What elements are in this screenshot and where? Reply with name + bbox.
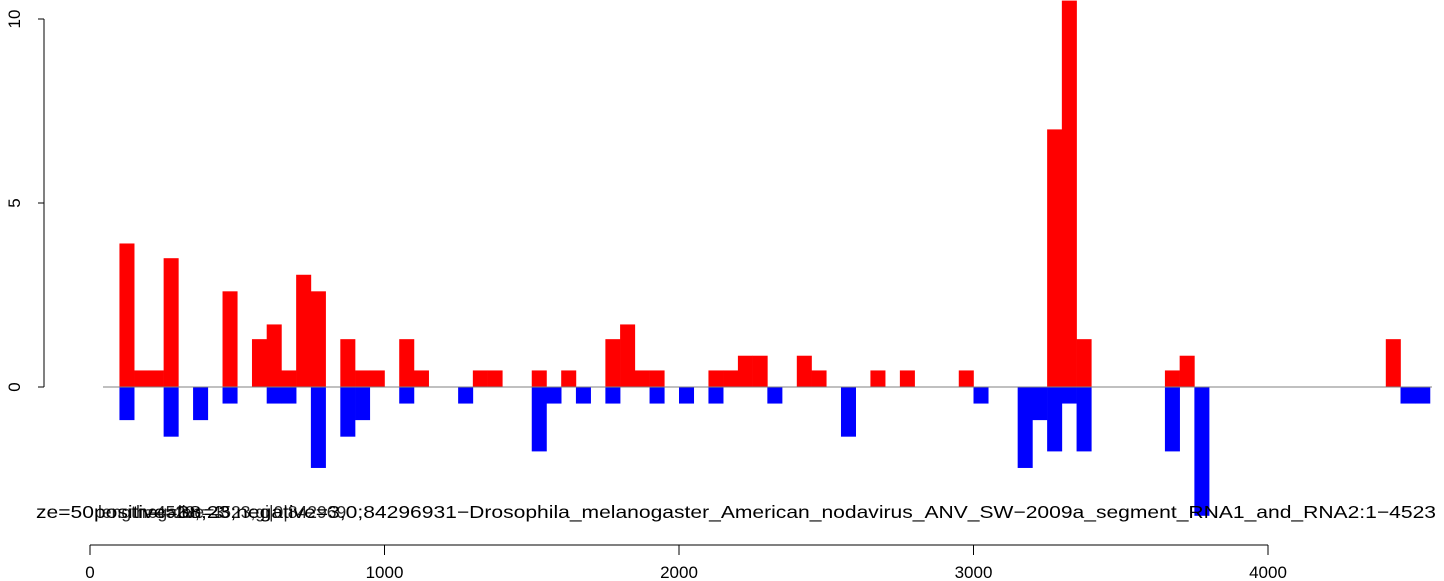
positive-bar — [649, 370, 665, 387]
negative-bar — [679, 387, 695, 404]
x-tick-label: 3000 — [955, 563, 993, 581]
y-tick-label: 10 — [5, 10, 24, 29]
negative-bar — [1415, 387, 1431, 404]
negative-bar — [767, 387, 783, 404]
negative-bar — [1194, 387, 1210, 516]
positive-bar — [1076, 339, 1092, 387]
y-tick-label: 5 — [5, 198, 24, 207]
positive-bars — [119, 0, 1401, 387]
negative-bar — [1047, 387, 1063, 452]
positive-bar — [1047, 129, 1063, 387]
positive-bar — [634, 370, 650, 387]
x-tick-label: 2000 — [660, 563, 698, 581]
positive-bar — [708, 370, 724, 387]
annotation-label: ze=50positive=38,23;negative=3,0;8429693… — [36, 502, 1436, 523]
positive-bar — [737, 355, 753, 387]
negative-bar — [708, 387, 724, 404]
negative-bar — [458, 387, 474, 404]
positive-bar — [752, 355, 768, 387]
negative-bar — [355, 387, 371, 421]
negative-bar — [1164, 387, 1180, 452]
positive-bar — [281, 370, 297, 387]
negative-bar — [193, 387, 209, 421]
negative-bars — [119, 387, 1431, 516]
positive-bar — [310, 291, 326, 387]
annotation-fragment: len=4523;gi|0|842969 — [178, 502, 346, 522]
positive-bar — [148, 370, 164, 387]
negative-bar — [163, 387, 179, 437]
negative-bar — [973, 387, 989, 404]
positive-bar — [487, 370, 503, 387]
positive-bar — [811, 370, 827, 387]
negative-bar — [281, 387, 297, 404]
positive-bar — [119, 243, 135, 387]
positive-bar — [413, 370, 429, 387]
x-tick-label: 1000 — [366, 563, 404, 581]
positive-bar — [1061, 0, 1077, 387]
positive-bar — [1385, 339, 1401, 387]
negative-bar — [1017, 387, 1033, 468]
negative-bar — [840, 387, 856, 437]
positive-bar — [796, 355, 812, 387]
positive-bar — [163, 258, 179, 387]
positive-bar — [369, 370, 385, 387]
x-axis: 0 1000 2000 3000 4000 — [85, 544, 1287, 581]
positive-bar — [531, 370, 547, 387]
negative-bar — [1076, 387, 1092, 452]
negative-bar — [340, 387, 356, 437]
positive-bar — [620, 324, 636, 387]
positive-bar — [870, 370, 886, 387]
positive-bar — [266, 324, 282, 387]
positive-bar — [399, 339, 415, 387]
negative-bar — [649, 387, 665, 404]
negative-bar — [310, 387, 326, 468]
negative-bar — [266, 387, 282, 404]
negative-bar — [531, 387, 547, 452]
x-tick-label: 0 — [85, 563, 94, 581]
annotation-fragment: negative=3 — [138, 502, 224, 522]
annotation-fragment: length=4523; — [98, 502, 200, 522]
positive-bar — [222, 291, 238, 387]
negative-bar — [575, 387, 591, 404]
positive-bar — [605, 339, 621, 387]
x-tick-label: 4000 — [1249, 563, 1287, 581]
y-axis: 0 5 10 — [5, 10, 45, 392]
negative-bar — [546, 387, 562, 404]
negative-bar — [119, 387, 135, 421]
negative-bar — [605, 387, 621, 404]
negative-bar — [222, 387, 238, 404]
positive-bar — [1164, 370, 1180, 387]
positive-bar — [134, 370, 150, 387]
positive-bar — [296, 274, 312, 387]
y-tick-label: 0 — [5, 382, 24, 391]
negative-bar — [1400, 387, 1416, 404]
positive-bar — [561, 370, 577, 387]
positive-bar — [472, 370, 488, 387]
positive-bar — [340, 339, 356, 387]
negative-bar — [1032, 387, 1048, 421]
positive-bar — [899, 370, 915, 387]
positive-bar — [958, 370, 974, 387]
negative-bar — [399, 387, 415, 404]
positive-bar — [355, 370, 371, 387]
positive-bar — [1179, 355, 1195, 387]
negative-bar — [1061, 387, 1077, 404]
positive-bar — [723, 370, 739, 387]
positive-bar — [251, 339, 267, 387]
